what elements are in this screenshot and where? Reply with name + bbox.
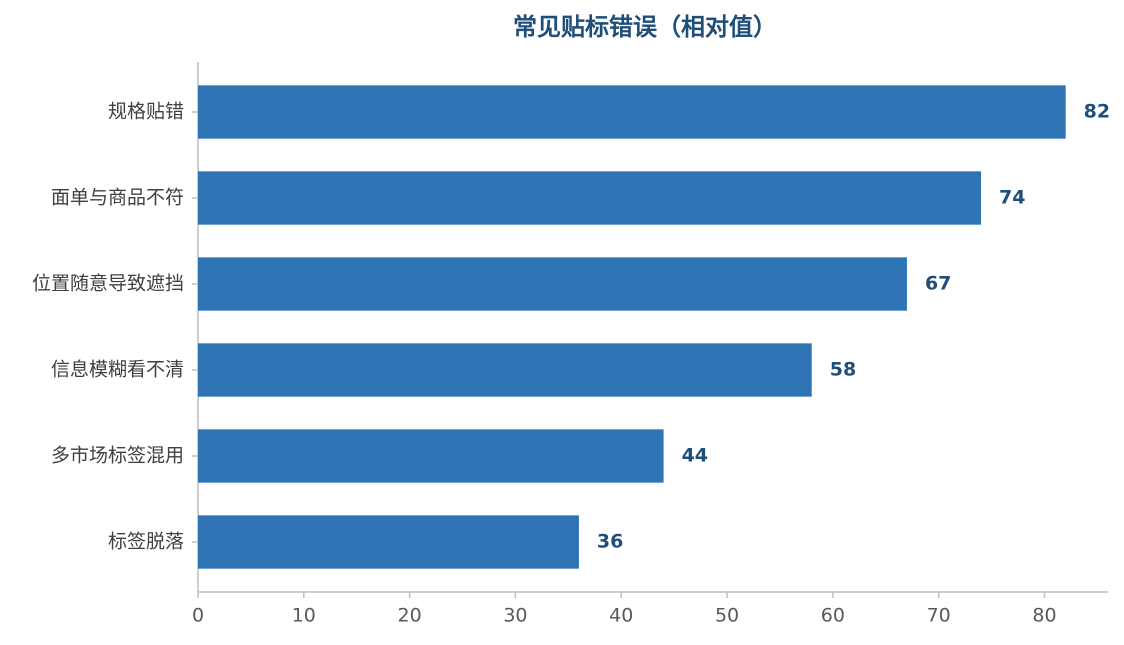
y-tick-label: 信息模糊看不清 (51, 359, 184, 381)
bar (198, 429, 664, 483)
x-tick-label: 30 (503, 605, 527, 627)
x-tick-label: 10 (292, 605, 316, 627)
x-tick-label: 40 (609, 605, 633, 627)
y-tick-label: 规格贴错 (108, 101, 184, 123)
y-tick-label: 位置随意导致遮挡 (32, 273, 184, 295)
x-tick-label: 80 (1032, 605, 1056, 627)
chart-title: 常见贴标错误（相对值） (513, 13, 777, 41)
y-tick-label: 面单与商品不符 (51, 187, 184, 209)
x-tick-label: 70 (927, 605, 951, 627)
y-tick-label: 多市场标签混用 (51, 445, 184, 467)
bar (198, 171, 982, 225)
bar (198, 85, 1066, 139)
x-tick-label: 50 (715, 605, 739, 627)
x-tick-label: 0 (192, 605, 204, 627)
value-label: 74 (999, 187, 1025, 209)
value-label: 82 (1084, 101, 1110, 123)
value-label: 44 (682, 445, 708, 467)
y-tick-label: 标签脱落 (108, 531, 184, 553)
value-label: 58 (830, 359, 856, 381)
value-label: 36 (597, 531, 623, 553)
x-tick-label: 60 (821, 605, 845, 627)
bar (198, 515, 579, 569)
x-tick-label: 20 (398, 605, 422, 627)
value-label: 67 (925, 273, 951, 295)
bar (198, 257, 907, 311)
bar (198, 343, 812, 397)
